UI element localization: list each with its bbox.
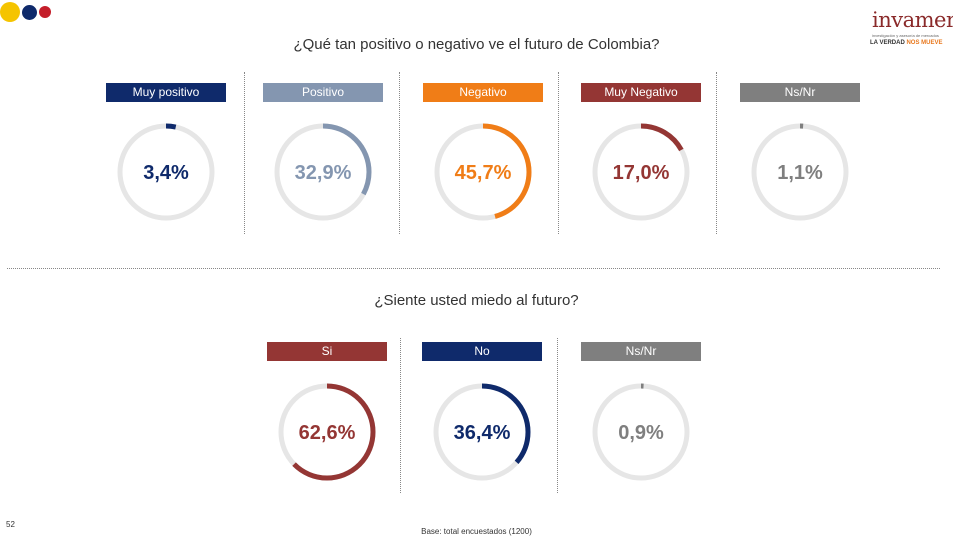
value-label: 36,4% — [454, 422, 511, 444]
category-label: Si — [267, 342, 387, 361]
donut-arc — [592, 123, 690, 221]
donut-chart: 0,9% — [592, 383, 690, 481]
category-label: Ns/Nr — [740, 83, 860, 102]
logo-subtitle: investigación y asesoría de mercados — [872, 33, 939, 38]
separator — [400, 338, 401, 493]
donut-arc — [433, 383, 531, 481]
slogan-accent: NOS MUEVE — [906, 40, 943, 46]
section-divider — [7, 268, 940, 269]
donut-chart: 1,1% — [751, 123, 849, 221]
category-label: Muy positivo — [106, 83, 226, 102]
brand-dot-navy — [22, 5, 37, 20]
separator — [244, 72, 245, 234]
category-label: No — [422, 342, 542, 361]
logo-wordmark: invamer — [872, 8, 953, 32]
logo-slogan: LA VERDAD NOS MUEVE — [870, 40, 942, 46]
value-label: 1,1% — [777, 162, 823, 184]
category-label: Negativo — [423, 83, 543, 102]
donut-arc — [434, 123, 532, 221]
separator — [716, 72, 717, 234]
slogan-main: LA VERDAD — [870, 40, 905, 46]
category-label: Muy Negativo — [581, 83, 701, 102]
category-label: Ns/Nr — [581, 342, 701, 361]
donut-chart: 36,4% — [433, 383, 531, 481]
invamer-logo: invamer investigación y asesoría de merc… — [866, 4, 953, 50]
brand-dots — [0, 0, 60, 24]
donut-arc — [592, 383, 690, 481]
page-number: 52 — [6, 520, 15, 529]
value-label: 62,6% — [299, 422, 356, 444]
donut-arc — [274, 123, 372, 221]
value-label: 45,7% — [455, 162, 512, 184]
donut-arc — [117, 123, 215, 221]
chart-title-future: ¿Qué tan positivo o negativo ve el futur… — [293, 36, 660, 53]
base-note: Base: total encuestados (1200) — [421, 527, 532, 536]
brand-dot-red — [39, 6, 51, 18]
separator — [399, 72, 400, 234]
donut-chart: 45,7% — [434, 123, 532, 221]
category-label: Positivo — [263, 83, 383, 102]
value-label: 3,4% — [143, 162, 189, 184]
separator — [557, 338, 558, 493]
donut-chart: 32,9% — [274, 123, 372, 221]
brand-dot-yellow — [0, 2, 20, 22]
donut-chart: 3,4% — [117, 123, 215, 221]
value-label: 32,9% — [295, 162, 352, 184]
chart-title-fear: ¿Siente usted miedo al futuro? — [374, 292, 579, 309]
value-label: 17,0% — [613, 162, 670, 184]
donut-arc — [278, 383, 376, 481]
donut-arc — [751, 123, 849, 221]
value-label: 0,9% — [618, 422, 664, 444]
donut-chart: 17,0% — [592, 123, 690, 221]
donut-chart: 62,6% — [278, 383, 376, 481]
separator — [558, 72, 559, 234]
